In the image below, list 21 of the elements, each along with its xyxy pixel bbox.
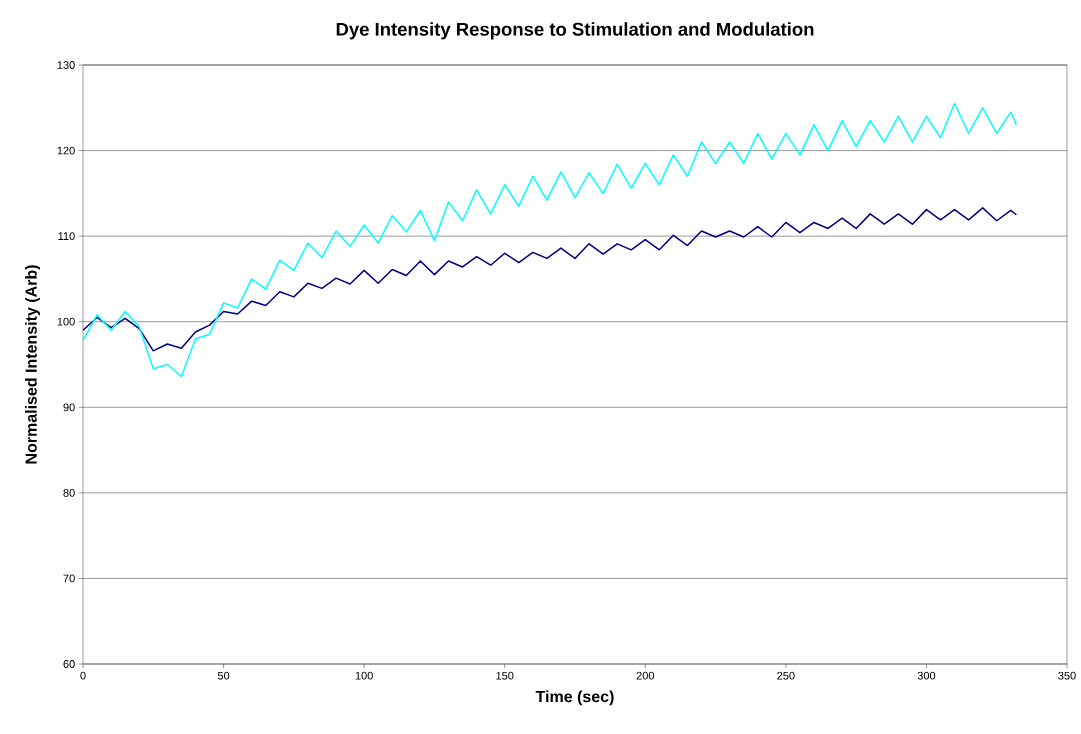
- y-tick-label: 120: [57, 146, 75, 155]
- y-tick-label: 130: [57, 61, 75, 69]
- x-tick-label: 250: [777, 671, 795, 680]
- chart-title: Dye Intensity Response to Stimulation and Modulation: [336, 22, 814, 40]
- y-tick-label: 60: [63, 660, 75, 668]
- x-tick-label: 300: [917, 671, 936, 680]
- y-tick-label: 70: [63, 574, 75, 583]
- x-tick-label: 0: [80, 671, 86, 680]
- y-tick-label: 100: [57, 317, 75, 326]
- x-tick-label: 150: [496, 671, 514, 680]
- y-tick-label: 90: [63, 403, 75, 412]
- x-tick-label: 350: [1058, 671, 1076, 680]
- line-series: [83, 207, 1018, 352]
- x-tick-label: 50: [217, 671, 230, 680]
- x-tick-label: 100: [355, 671, 373, 680]
- x-tick-label: 200: [636, 671, 655, 680]
- y-tick-label: 110: [58, 232, 75, 241]
- y-axis-title: Normalised Intensity (Arb): [25, 265, 40, 464]
- x-axis-title: Time (sec): [535, 690, 614, 706]
- y-tick-label: 80: [63, 488, 75, 497]
- line-series: [83, 102, 1018, 378]
